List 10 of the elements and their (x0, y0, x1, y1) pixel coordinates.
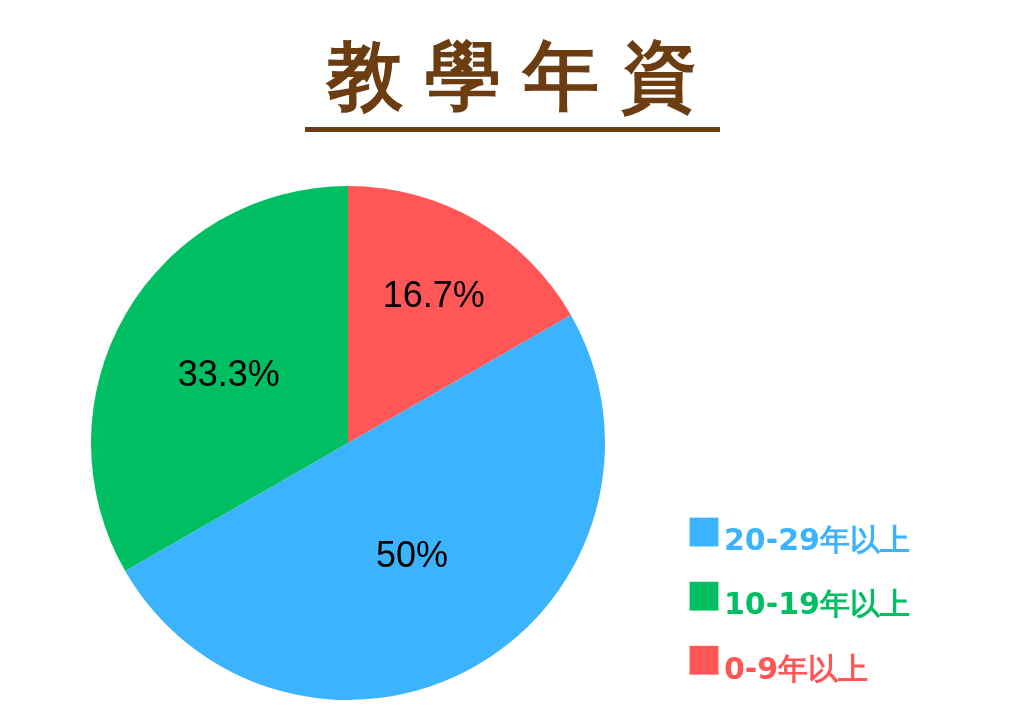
data-label: 50% (375, 533, 449, 575)
legend-label: 10-19年以上 (724, 586, 910, 622)
data-label: 33.3% (177, 353, 280, 395)
chart-title: 教學年資 (324, 30, 719, 122)
legend-label: 20-29年以上 (724, 522, 910, 558)
pie-slice (91, 186, 348, 572)
pie-slice (348, 186, 571, 443)
pie-slice (125, 314, 605, 700)
data-label: 16.7% (382, 274, 485, 316)
legend-label: 0-9年以上 (724, 650, 869, 686)
